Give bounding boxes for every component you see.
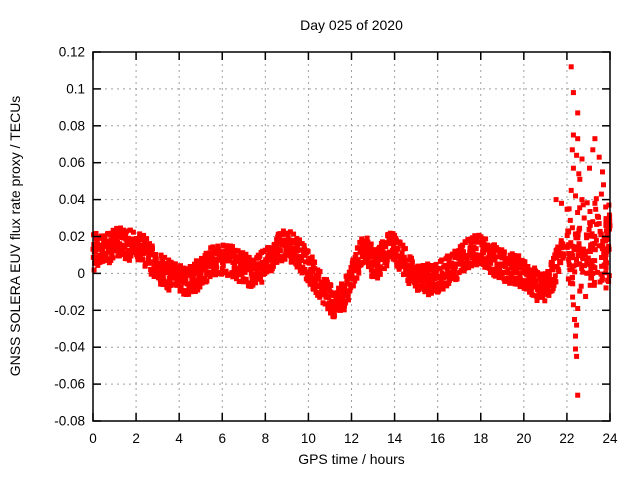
y-tick-label: 0.08 — [59, 118, 85, 133]
x-tick-label: 14 — [387, 431, 403, 446]
x-tick-label: 0 — [89, 431, 97, 446]
y-tick-label: 0.06 — [59, 155, 85, 170]
x-tick-label: 4 — [175, 431, 183, 446]
y-axis-label: GNSS SOLERA EUV flux rate proxy / TECUs — [7, 95, 23, 377]
axis-ticks — [92, 51, 611, 422]
y-tick-label: 0.02 — [59, 229, 85, 244]
x-tick-label: 20 — [516, 431, 531, 446]
tick-labels: 0 2 4 6 8 10 12 14 16 18 20 22 24-0.08-0.06-0.04-0.0… — [54, 45, 618, 447]
x-tick-label: 16 — [430, 431, 445, 446]
y-tick-label: 0.1 — [66, 81, 85, 96]
y-tick-label: -0.06 — [54, 377, 85, 392]
y-tick-label: 0 — [77, 266, 85, 281]
x-tick-label: 6 — [218, 431, 226, 446]
y-tick-label: -0.04 — [54, 340, 85, 355]
y-tick-label: 0.12 — [59, 45, 85, 60]
x-tick-label: 10 — [301, 431, 316, 446]
y-tick-label: -0.08 — [54, 414, 85, 429]
x-axis-label: GPS time / hours — [298, 451, 405, 467]
x-tick-label: 18 — [473, 431, 488, 446]
chart-title: Day 025 of 2020 — [300, 17, 403, 33]
x-tick-label: 8 — [262, 431, 270, 446]
x-tick-label: 24 — [602, 431, 618, 446]
y-tick-label: -0.02 — [54, 303, 85, 318]
scatter-points — [90, 64, 613, 398]
y-tick-label: 0.04 — [59, 192, 86, 207]
gridlines — [93, 52, 610, 421]
x-tick-label: 12 — [344, 431, 359, 446]
x-tick-label: 2 — [132, 431, 140, 446]
x-tick-label: 22 — [559, 431, 574, 446]
